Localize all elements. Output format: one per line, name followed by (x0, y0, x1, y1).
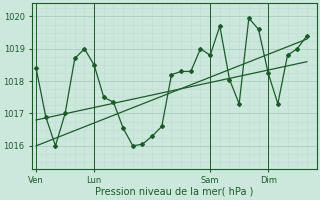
X-axis label: Pression niveau de la mer( hPa ): Pression niveau de la mer( hPa ) (95, 187, 253, 197)
